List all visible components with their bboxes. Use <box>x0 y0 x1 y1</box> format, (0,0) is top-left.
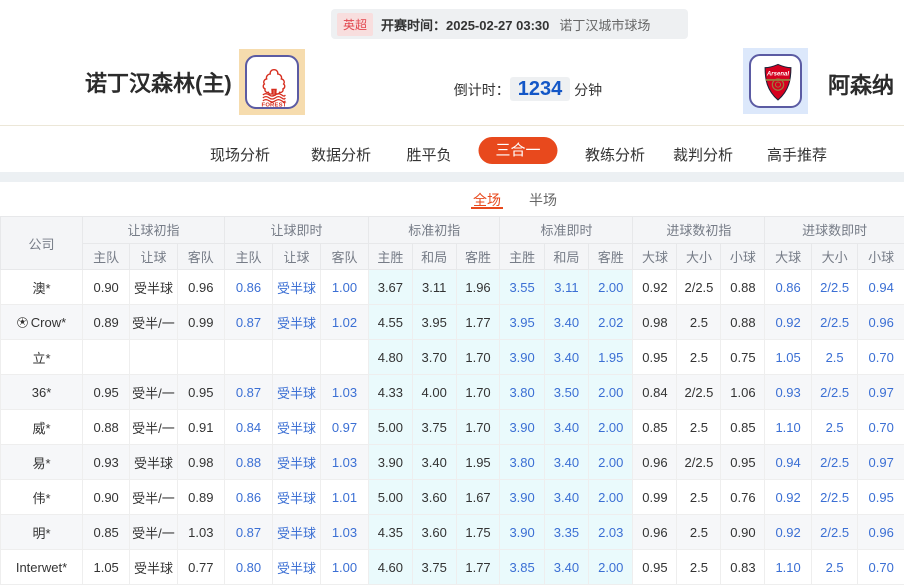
svg-text:Arsenal: Arsenal <box>766 72 789 78</box>
svg-text:FOREST: FOREST <box>262 102 287 108</box>
